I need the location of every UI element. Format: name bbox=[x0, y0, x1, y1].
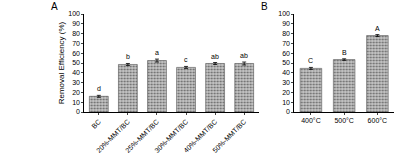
svg-text:50: 50 bbox=[282, 59, 290, 66]
svg-text:80: 80 bbox=[282, 30, 290, 37]
svg-text:600°C: 600°C bbox=[368, 117, 388, 124]
svg-text:70: 70 bbox=[72, 40, 80, 47]
svg-text:30: 30 bbox=[282, 79, 290, 86]
svg-text:40: 40 bbox=[72, 69, 80, 76]
svg-text:0: 0 bbox=[76, 108, 80, 115]
svg-text:50%-MMT/BC: 50%-MMT/BC bbox=[211, 118, 247, 154]
svg-text:10: 10 bbox=[72, 99, 80, 106]
svg-text:100: 100 bbox=[278, 10, 290, 17]
svg-text:30: 30 bbox=[72, 79, 80, 86]
svg-text:50: 50 bbox=[72, 59, 80, 66]
svg-text:70: 70 bbox=[282, 40, 290, 47]
svg-text:20%-MMT/BC: 20%-MMT/BC bbox=[95, 118, 131, 154]
svg-text:C: C bbox=[308, 57, 313, 64]
svg-text:d: d bbox=[97, 85, 101, 92]
svg-text:40: 40 bbox=[282, 69, 290, 76]
svg-text:30%-MMT/BC: 30%-MMT/BC bbox=[153, 118, 189, 154]
svg-text:BC: BC bbox=[90, 118, 102, 130]
svg-text:B: B bbox=[261, 1, 268, 12]
svg-text:80: 80 bbox=[72, 30, 80, 37]
svg-text:10: 10 bbox=[282, 99, 290, 106]
svg-text:100: 100 bbox=[68, 10, 80, 17]
svg-text:c: c bbox=[184, 56, 188, 63]
svg-text:b: b bbox=[126, 53, 130, 60]
svg-text:Removal Efficiency (%): Removal Efficiency (%) bbox=[57, 21, 66, 104]
svg-text:60: 60 bbox=[72, 50, 80, 57]
svg-text:ab: ab bbox=[211, 53, 219, 60]
svg-text:40%-MMT/BC: 40%-MMT/BC bbox=[182, 118, 218, 154]
svg-text:500°C: 500°C bbox=[334, 117, 354, 124]
svg-text:A: A bbox=[51, 1, 58, 12]
svg-text:a: a bbox=[155, 49, 159, 56]
svg-text:25%-MMT/BC: 25%-MMT/BC bbox=[124, 118, 160, 154]
svg-text:90: 90 bbox=[282, 20, 290, 27]
svg-text:B: B bbox=[342, 49, 347, 56]
svg-text:20: 20 bbox=[72, 89, 80, 96]
svg-text:20: 20 bbox=[282, 89, 290, 96]
svg-text:ab: ab bbox=[240, 52, 248, 59]
svg-text:0: 0 bbox=[286, 108, 290, 115]
svg-text:90: 90 bbox=[72, 20, 80, 27]
svg-text:A: A bbox=[375, 25, 380, 32]
svg-text:60: 60 bbox=[282, 50, 290, 57]
svg-text:400°C: 400°C bbox=[301, 117, 321, 124]
